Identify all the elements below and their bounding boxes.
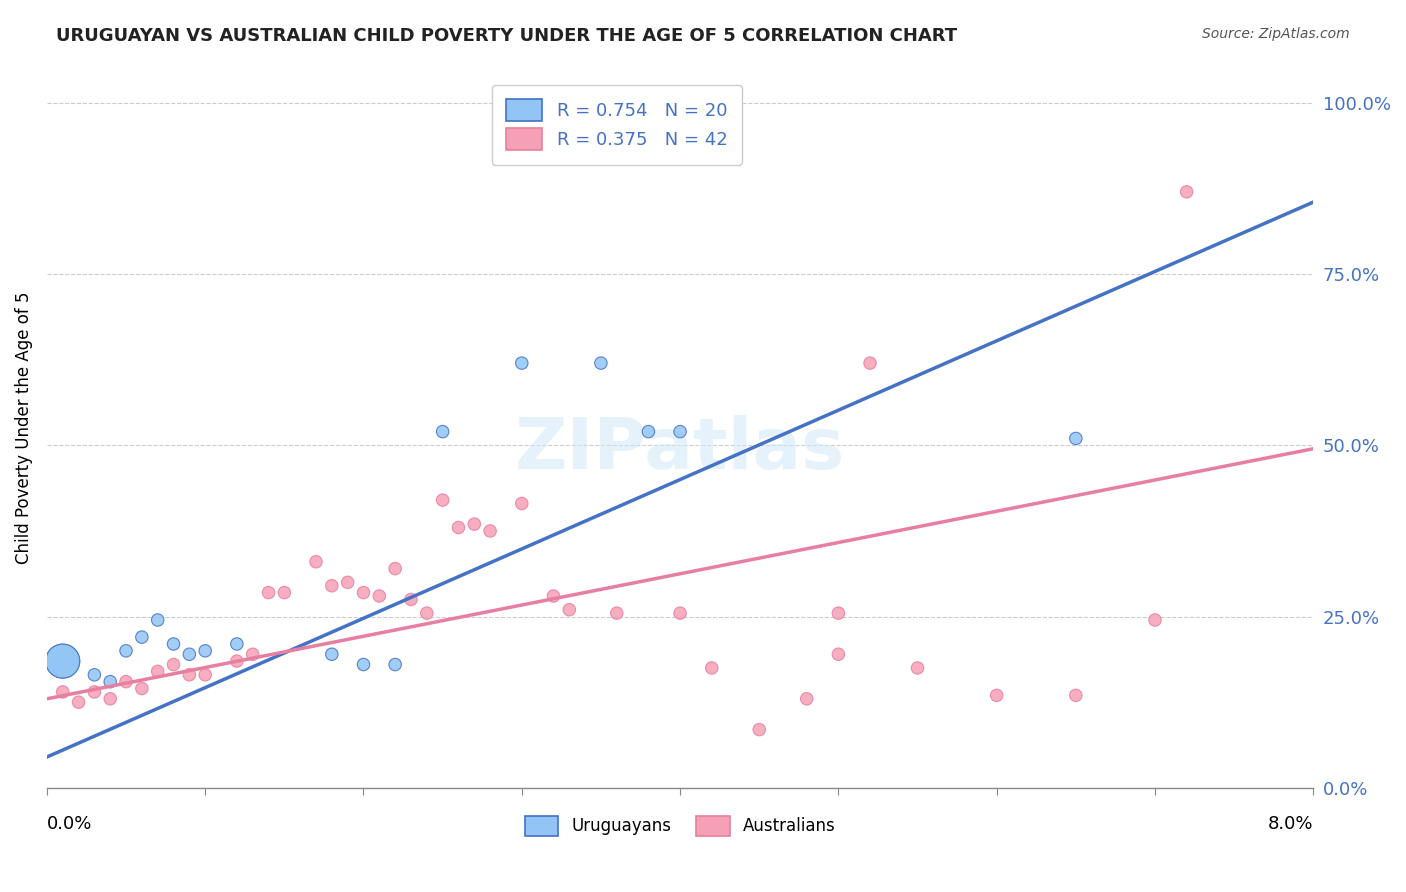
Point	[432, 493, 454, 508]
Point	[606, 606, 628, 620]
Point	[463, 517, 485, 532]
Point	[432, 425, 454, 439]
Point	[115, 674, 138, 689]
Point	[637, 425, 659, 439]
Point	[353, 657, 375, 672]
Point	[67, 695, 90, 709]
Point	[907, 661, 929, 675]
Point	[368, 589, 391, 603]
Point	[146, 613, 169, 627]
Point	[859, 356, 882, 370]
Point	[827, 647, 849, 661]
Point	[52, 685, 75, 699]
Point	[242, 647, 264, 661]
Point	[321, 647, 343, 661]
Y-axis label: Child Poverty Under the Age of 5: Child Poverty Under the Age of 5	[15, 292, 32, 565]
Text: 8.0%: 8.0%	[1268, 815, 1313, 833]
Point	[321, 579, 343, 593]
Point	[510, 356, 533, 370]
Point	[52, 654, 75, 668]
Point	[1143, 613, 1166, 627]
Point	[225, 654, 247, 668]
Point	[1064, 432, 1087, 446]
Point	[827, 606, 849, 620]
Point	[179, 647, 201, 661]
Point	[98, 674, 121, 689]
Text: URUGUAYAN VS AUSTRALIAN CHILD POVERTY UNDER THE AGE OF 5 CORRELATION CHART: URUGUAYAN VS AUSTRALIAN CHILD POVERTY UN…	[56, 27, 957, 45]
Point	[162, 637, 184, 651]
Point	[115, 644, 138, 658]
Point	[336, 575, 359, 590]
Point	[225, 637, 247, 651]
Point	[558, 603, 581, 617]
Point	[479, 524, 502, 538]
Point	[131, 681, 153, 696]
Point	[273, 585, 295, 599]
Point	[384, 657, 406, 672]
Point	[146, 665, 169, 679]
Point	[305, 555, 328, 569]
Point	[83, 685, 105, 699]
Point	[447, 520, 470, 534]
Point	[543, 589, 565, 603]
Point	[179, 668, 201, 682]
Point	[194, 668, 217, 682]
Legend: Uruguayans, Australians: Uruguayans, Australians	[516, 807, 844, 844]
Point	[748, 723, 770, 737]
Point	[986, 689, 1008, 703]
Point	[384, 561, 406, 575]
Point	[669, 425, 692, 439]
Point	[131, 630, 153, 644]
Point	[510, 497, 533, 511]
Point	[796, 691, 818, 706]
Point	[52, 654, 75, 668]
Text: ZIPatlas: ZIPatlas	[515, 416, 845, 484]
Point	[83, 668, 105, 682]
Point	[399, 592, 422, 607]
Point	[1175, 185, 1198, 199]
Point	[669, 606, 692, 620]
Point	[589, 356, 612, 370]
Point	[98, 691, 121, 706]
Point	[194, 644, 217, 658]
Point	[257, 585, 280, 599]
Point	[416, 606, 439, 620]
Point	[162, 657, 184, 672]
Text: Source: ZipAtlas.com: Source: ZipAtlas.com	[1202, 27, 1350, 41]
Point	[700, 661, 723, 675]
Point	[1064, 689, 1087, 703]
Point	[353, 585, 375, 599]
Text: 0.0%: 0.0%	[46, 815, 93, 833]
